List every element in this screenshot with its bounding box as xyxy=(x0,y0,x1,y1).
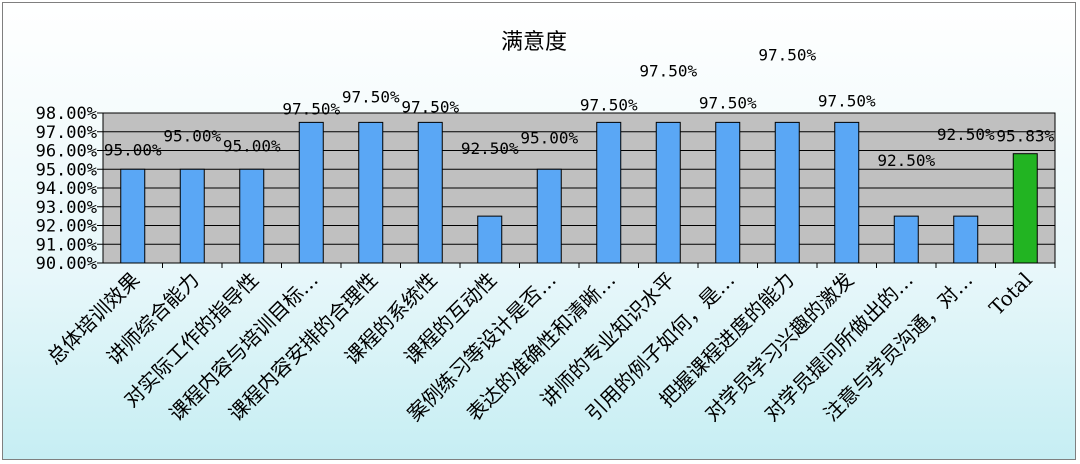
bar xyxy=(893,215,919,264)
chart-title: 满意度 xyxy=(501,30,567,55)
chart-svg: 90.00%91.00%92.00%93.00%94.00%95.00%96.0… xyxy=(36,30,1056,426)
chart-marks: 95.00%总体培训效果95.00%讲师综合能力95.00%对实际工作的指导性9… xyxy=(42,45,1054,426)
y-tick-label: 94.00% xyxy=(36,179,97,199)
data-label: 97.50% xyxy=(401,97,459,116)
data-label: 92.50% xyxy=(937,125,995,144)
data-label: 97.50% xyxy=(342,87,400,106)
data-label: 95.00% xyxy=(163,126,221,145)
data-label: 92.50% xyxy=(461,139,519,158)
data-label: 95.83% xyxy=(996,127,1054,146)
bar xyxy=(536,168,562,264)
y-tick-label: 95.00% xyxy=(36,160,97,180)
bar xyxy=(953,215,979,264)
data-label: 92.50% xyxy=(877,151,935,170)
bar xyxy=(358,121,384,264)
data-label: 97.50% xyxy=(282,99,340,118)
bar xyxy=(655,121,681,264)
data-label: 97.50% xyxy=(699,93,757,112)
bar xyxy=(477,215,503,264)
data-label: 97.50% xyxy=(758,45,816,64)
y-tick-label: 91.00% xyxy=(36,235,97,255)
bar xyxy=(596,121,622,264)
x-tick-label: Total xyxy=(984,268,1036,320)
data-label: 95.00% xyxy=(104,140,162,159)
bar xyxy=(298,121,324,264)
y-tick-label: 97.00% xyxy=(36,123,97,143)
y-tick-label: 93.00% xyxy=(36,198,97,218)
y-tick-label: 98.00% xyxy=(36,104,97,124)
bar xyxy=(239,168,265,264)
bar xyxy=(417,121,443,264)
y-tick-label: 92.00% xyxy=(36,217,97,237)
data-label: 95.00% xyxy=(223,136,281,155)
bar xyxy=(120,168,146,264)
bar xyxy=(1012,153,1038,264)
data-label: 95.00% xyxy=(520,128,578,147)
data-label: 97.50% xyxy=(580,95,638,114)
data-label: 97.50% xyxy=(818,91,876,110)
y-tick-label: 90.00% xyxy=(36,254,97,274)
bar xyxy=(834,121,860,264)
bar xyxy=(715,121,741,264)
data-label: 97.50% xyxy=(639,61,697,80)
bar xyxy=(774,121,800,264)
bar xyxy=(179,168,205,264)
y-tick-label: 96.00% xyxy=(36,142,97,162)
